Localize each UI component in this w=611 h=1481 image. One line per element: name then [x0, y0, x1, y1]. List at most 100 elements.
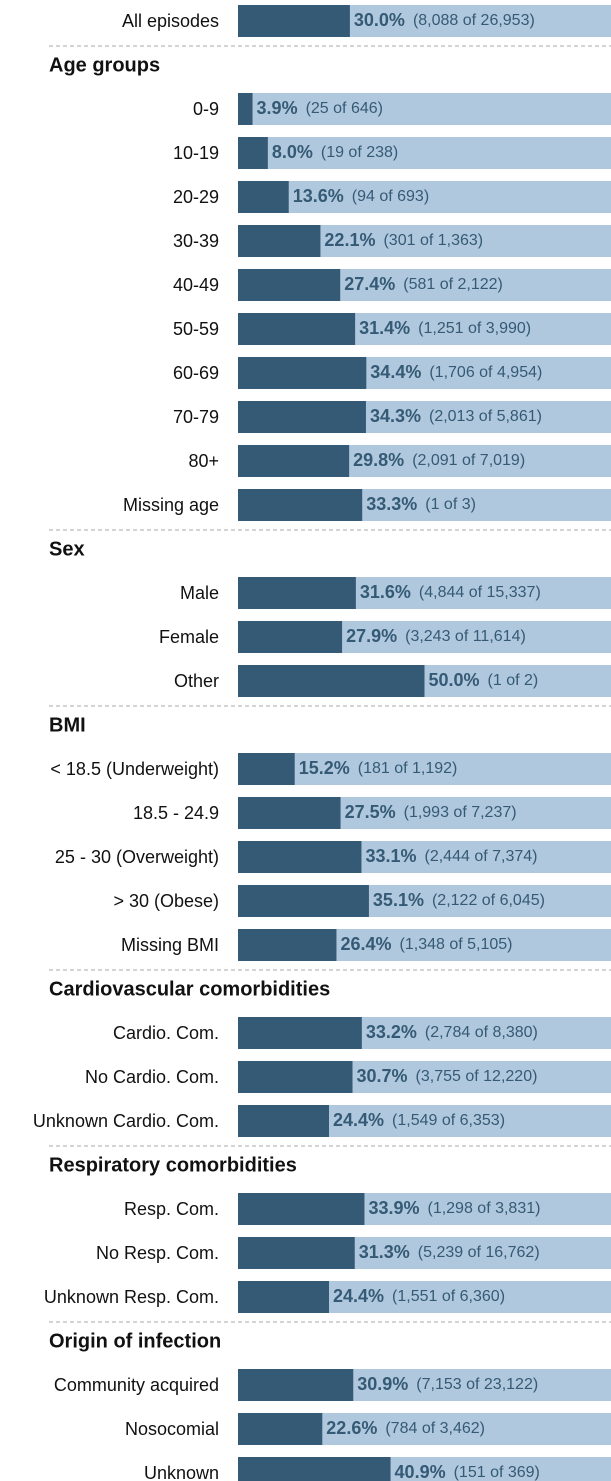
bar — [238, 1105, 330, 1137]
row-label: Resp. Com. — [124, 1199, 219, 1219]
value-label: 33.3% — [366, 494, 417, 514]
bar-label: 40.9% (151 of 369) — [395, 1462, 540, 1481]
row-label: > 30 (Obese) — [113, 891, 219, 911]
value-label: 27.4% — [344, 274, 395, 294]
section-title: BMI — [49, 714, 86, 736]
row-label: All episodes — [122, 11, 219, 31]
row-label: Other — [174, 671, 219, 691]
bar-label: 27.9% (3,243 of 11,614) — [346, 626, 526, 646]
row-label: Female — [159, 627, 219, 647]
row-label: 25 - 30 (Overweight) — [55, 847, 219, 867]
count-label: (25 of 646) — [306, 100, 383, 117]
bar-label: 34.4% (1,706 of 4,954) — [370, 362, 542, 382]
count-label: (2,444 of 7,374) — [425, 848, 538, 865]
value-label: 30.0% — [354, 10, 405, 30]
bar — [238, 357, 367, 389]
value-label: 8.0% — [272, 142, 313, 162]
value-label: 34.4% — [370, 362, 421, 382]
bar-label: 8.0% (19 of 238) — [272, 142, 398, 162]
count-label: (1,549 of 6,353) — [392, 1112, 505, 1129]
value-label: 31.4% — [359, 318, 410, 338]
row-label: Missing BMI — [121, 935, 219, 955]
count-label: (2,122 of 6,045) — [432, 892, 545, 909]
bar — [238, 445, 350, 477]
count-label: (3,755 of 12,220) — [416, 1068, 538, 1085]
row-label: Community acquired — [54, 1375, 219, 1395]
section-title: Sex — [49, 538, 85, 560]
value-label: 40.9% — [395, 1462, 446, 1481]
row-label: No Resp. Com. — [96, 1243, 219, 1263]
count-label: (1,348 of 5,105) — [400, 936, 513, 953]
value-label: 33.1% — [365, 846, 416, 866]
count-label: (181 of 1,192) — [358, 760, 458, 777]
count-label: (3,243 of 11,614) — [405, 628, 526, 645]
count-label: (1,993 of 7,237) — [404, 804, 517, 821]
bar — [238, 841, 362, 873]
bar — [238, 225, 321, 257]
count-label: (2,784 of 8,380) — [425, 1024, 538, 1041]
count-label: (301 of 1,363) — [383, 232, 483, 249]
bar — [238, 665, 425, 697]
count-label: (1 of 2) — [488, 672, 539, 689]
bar-label: 33.9% (1,298 of 3,831) — [368, 1198, 540, 1218]
bar — [238, 1369, 354, 1401]
value-label: 24.4% — [333, 1286, 384, 1306]
row-label: 70-79 — [173, 407, 219, 427]
bar — [238, 1457, 391, 1481]
row-label: 18.5 - 24.9 — [133, 803, 219, 823]
row-label: 10-19 — [173, 143, 219, 163]
bar — [238, 1061, 353, 1093]
bar-label: 22.6% (784 of 3,462) — [326, 1418, 485, 1438]
bar — [238, 5, 350, 37]
bar — [238, 137, 268, 169]
bar — [238, 1413, 323, 1445]
count-label: (19 of 238) — [321, 144, 398, 161]
bar — [238, 577, 356, 609]
count-label: (4,844 of 15,337) — [419, 584, 541, 601]
value-label: 27.9% — [346, 626, 397, 646]
section-title: Respiratory comorbidities — [49, 1154, 297, 1176]
count-label: (2,013 of 5,861) — [429, 408, 542, 425]
value-label: 34.3% — [370, 406, 421, 426]
bar-label: 30.0% (8,088 of 26,953) — [354, 10, 535, 30]
row-label: Nosocomial — [125, 1419, 219, 1439]
bar — [238, 885, 369, 917]
bar-label: 50.0% (1 of 2) — [429, 670, 539, 690]
bar — [238, 1193, 365, 1225]
value-label: 22.6% — [326, 1418, 377, 1438]
bar-label: 34.3% (2,013 of 5,861) — [370, 406, 542, 426]
row-label: Unknown — [144, 1463, 219, 1481]
section-title: Age groups — [49, 54, 160, 76]
value-label: 22.1% — [324, 230, 375, 250]
bar-label: 15.2% (181 of 1,192) — [299, 758, 458, 778]
bar — [238, 489, 363, 521]
value-label: 27.5% — [345, 802, 396, 822]
count-label: (1,298 of 3,831) — [427, 1200, 540, 1217]
row-label: < 18.5 (Underweight) — [50, 759, 219, 779]
count-label: (1,251 of 3,990) — [418, 320, 531, 337]
bar-track — [238, 137, 611, 169]
count-label: (7,153 of 23,122) — [416, 1376, 538, 1393]
row-label: 30-39 — [173, 231, 219, 251]
bar — [238, 269, 341, 301]
count-label: (1 of 3) — [425, 496, 476, 513]
bar-label: 30.9% (7,153 of 23,122) — [357, 1374, 538, 1394]
bar-label: 31.6% (4,844 of 15,337) — [360, 582, 541, 602]
value-label: 3.9% — [257, 98, 298, 118]
bar-track — [238, 181, 611, 213]
bar — [238, 1017, 362, 1049]
bar-label: 35.1% (2,122 of 6,045) — [373, 890, 545, 910]
bar-label: 31.3% (5,239 of 16,762) — [359, 1242, 540, 1262]
count-label: (784 of 3,462) — [385, 1420, 485, 1437]
count-label: (581 of 2,122) — [403, 276, 503, 293]
value-label: 35.1% — [373, 890, 424, 910]
count-label: (1,706 of 4,954) — [429, 364, 542, 381]
bar — [238, 753, 295, 785]
bar — [238, 93, 253, 125]
bar-label: 33.2% (2,784 of 8,380) — [366, 1022, 538, 1042]
bar — [238, 181, 289, 213]
row-label: 80+ — [188, 451, 219, 471]
bar — [238, 929, 337, 961]
bar-label: 27.5% (1,993 of 7,237) — [345, 802, 517, 822]
row-label: Male — [180, 583, 219, 603]
